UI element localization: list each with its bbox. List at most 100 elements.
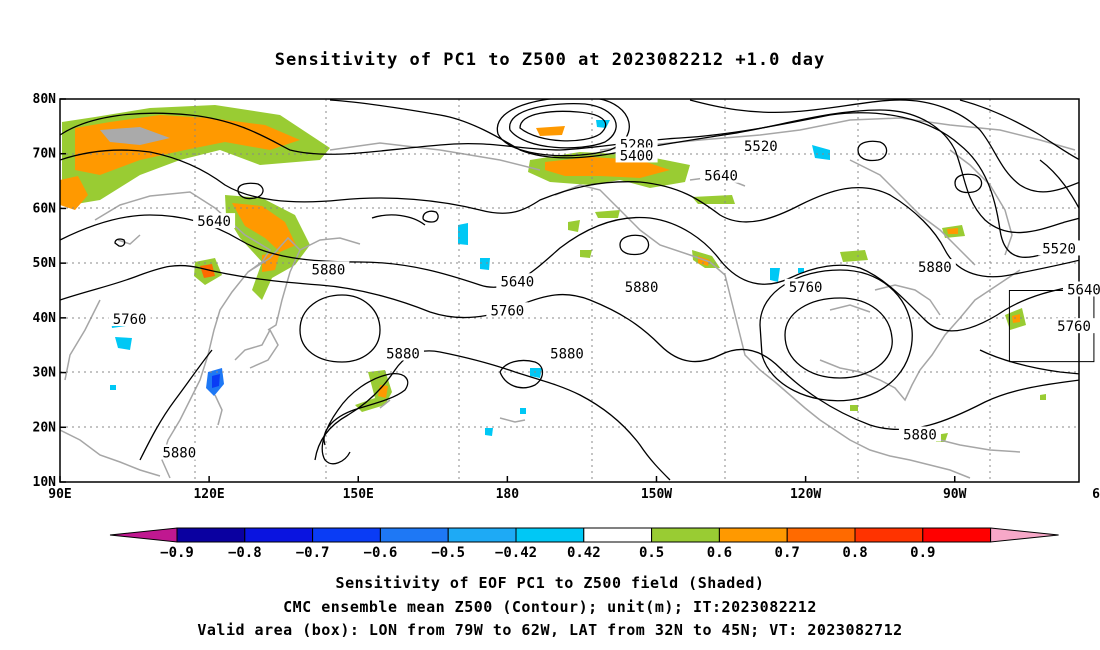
- contour-label-bg: [108, 311, 151, 327]
- y-tick-label: 20N: [33, 420, 57, 435]
- colorbar-label: 0.7: [775, 545, 800, 561]
- x-tick-label: 150E: [343, 487, 374, 502]
- shade-neg-bering: [596, 120, 610, 128]
- shade-neg-small1: [485, 428, 493, 436]
- contour-label: 5640: [1067, 283, 1100, 299]
- contour-label: 5880: [550, 347, 584, 363]
- colorbar-segment: [854, 527, 924, 543]
- x-tick-label: 120W: [790, 487, 821, 502]
- shade-patch-okhotsk-core2: [262, 252, 280, 272]
- contour-low-ring2: [509, 103, 617, 149]
- contour-label-bg: [1038, 240, 1081, 256]
- footer-line-1: Sensitivity of EOF PC1 to Z500 field (Sh…: [335, 574, 765, 592]
- x-axis-ticks: 90E 120E 150E 180 150W 120W 90W 60W: [48, 476, 1100, 502]
- contour-5640-main: [60, 149, 1079, 278]
- z500-contours: [60, 99, 1079, 481]
- contour-small-low1: [237, 182, 264, 200]
- contour-5880-pac-closed: [321, 373, 409, 465]
- colorbar-label: −0.42: [495, 545, 537, 561]
- contour-label-bg: [615, 147, 658, 163]
- contour-5760-main: [60, 214, 1079, 332]
- contour-label-bg: [620, 278, 663, 294]
- lat-lon-grid: [60, 99, 1079, 482]
- contour-label-bg: [381, 345, 424, 361]
- shade-neg-hawaii: [530, 368, 542, 378]
- contour-label-bg: [158, 444, 201, 460]
- shade-patch-canada: [692, 195, 735, 204]
- colorbar-segment: [312, 527, 381, 543]
- sensitivity-shading: [60, 105, 1046, 442]
- contour-label-bg: [546, 345, 589, 361]
- shade-neg-arctic: [812, 145, 830, 160]
- contour-5880-pacific-high: [299, 294, 381, 363]
- x-tick-label: 90W: [943, 487, 967, 502]
- contour-label-bg: [307, 261, 350, 277]
- footer-line-2: CMC ensemble mean Z500 (Contour); unit(m…: [283, 598, 817, 616]
- colorbar-label: −0.7: [296, 545, 330, 561]
- shade-patch-bering-top: [536, 126, 565, 136]
- contour-label: 5640: [704, 169, 738, 185]
- contour-low-ring3: [496, 99, 630, 157]
- contour-label: 5880: [903, 427, 937, 443]
- colorbar-segment: [583, 527, 653, 543]
- contour-5280-main: [689, 99, 1079, 193]
- colorbar-segment: [718, 527, 788, 543]
- contour-label-bg: [1053, 318, 1096, 334]
- colorbar-segment: [922, 527, 992, 543]
- contour-label-bg: [898, 426, 941, 442]
- colorbar-high-end: [990, 527, 1059, 543]
- contour-label: 5640: [500, 274, 534, 290]
- contour-label-bg: [496, 273, 539, 289]
- contour-5880-us: [759, 269, 913, 402]
- contour-label-bg: [193, 213, 236, 229]
- contour-5400-main: [329, 99, 1079, 234]
- contour-5520-main: [60, 112, 1079, 259]
- contour-5160-arctic: [959, 99, 1079, 161]
- shade-patch-west-edge: [60, 176, 88, 210]
- shade-neg-pac2: [480, 258, 490, 270]
- contour-small-low6: [114, 238, 126, 247]
- contour-label: 5880: [386, 347, 420, 363]
- colorbar-low-end: [109, 527, 178, 543]
- contour-label: 5880: [162, 446, 196, 462]
- contour-5880-hawaii: [499, 359, 544, 389]
- shade-patch-kamchatka-small-core: [200, 264, 215, 278]
- y-tick-label: 70N: [33, 147, 57, 162]
- contour-low-center: [519, 110, 607, 142]
- contour-label-bg: [913, 259, 956, 275]
- shade-patch-dot2: [850, 405, 858, 411]
- colorbar-label: −0.5: [431, 545, 465, 561]
- contour-label-bg: [486, 302, 529, 318]
- colorbar-segment: [176, 527, 246, 543]
- colorbar-label: 0.5: [639, 545, 664, 561]
- colorbar-label: −0.9: [160, 545, 194, 561]
- x-tick-label: 60W: [1092, 487, 1100, 502]
- y-tick-label: 30N: [33, 366, 57, 381]
- colorbar-segment: [651, 527, 720, 543]
- shade-neg-china2: [115, 337, 132, 350]
- colorbar-segment: [379, 527, 449, 543]
- contour-label: 5760: [113, 312, 147, 328]
- contour-label: 5880: [625, 280, 659, 296]
- shade-patch-siberia-grey: [100, 127, 170, 145]
- figure-title: Sensitivity of PC1 to Z500 at 2023082212…: [274, 50, 826, 70]
- contour-label: 5640: [197, 214, 231, 230]
- colorbar-label: 0.6: [707, 545, 732, 561]
- colorbar-segment: [786, 527, 856, 543]
- colorbar-label: −0.6: [364, 545, 398, 561]
- y-tick-label: 60N: [33, 201, 57, 216]
- contour-5880-atlantic: [979, 349, 1079, 375]
- colorbar-label: −0.8: [228, 545, 262, 561]
- y-tick-label: 10N: [33, 475, 57, 490]
- y-axis-ticks: 10N 20N 30N 40N 50N 60N 70N 80N: [33, 92, 66, 490]
- contour-5940-us-high: [784, 297, 893, 379]
- contour-small-low2: [619, 234, 650, 256]
- contour-small-low5: [422, 210, 439, 223]
- shade-patch-okhotsk-core: [232, 203, 296, 252]
- contour-small-low4: [954, 173, 983, 194]
- colorbar-segment: [244, 527, 314, 543]
- contour-5880-central: [314, 350, 671, 481]
- contour-label-bg: [739, 138, 782, 154]
- x-tick-label: 180: [496, 487, 520, 502]
